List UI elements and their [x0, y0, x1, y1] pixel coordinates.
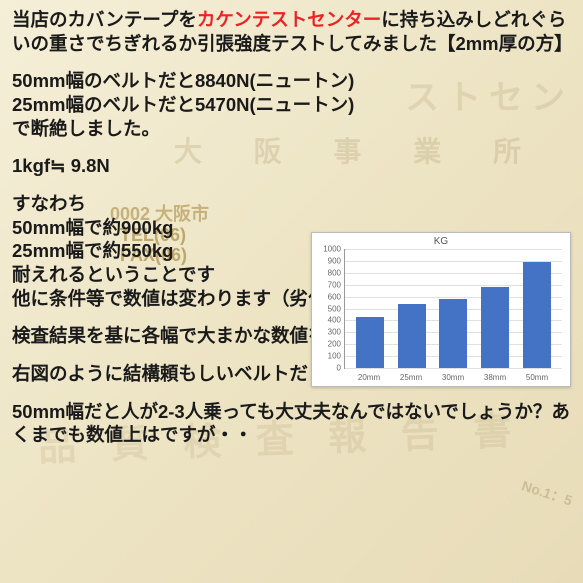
chart-bar [356, 317, 384, 368]
chart-y-tick: 600 [317, 292, 341, 301]
chart-x-label: 38mm [481, 373, 509, 382]
chart-bar [439, 299, 467, 368]
paragraph-2: 50mm幅のベルトだと8840N(ニュートン) 25mm幅のベルトだと5470N… [12, 69, 571, 140]
chart-y-tick: 900 [317, 256, 341, 265]
chart-x-label: 25mm [397, 373, 425, 382]
chart-y-tick: 100 [317, 352, 341, 361]
chart-x-label: 20mm [355, 373, 383, 382]
chart-y-tick: 300 [317, 328, 341, 337]
chart-x-labels: 20mm 25mm 30mm 38mm 50mm [344, 373, 562, 382]
chart-y-tick: 1000 [317, 245, 341, 254]
chart-y-tick: 0 [317, 364, 341, 373]
chart-title: KG [312, 233, 570, 247]
paragraph-1: 当店のカバンテープをカケンテストセンターに持ち込みしどれぐらいの重さでちぎれるか… [12, 8, 571, 55]
chart-x-label: 50mm [523, 373, 551, 382]
chart-y-tick: 200 [317, 340, 341, 349]
chart-y-tick: 700 [317, 280, 341, 289]
chart-plot-area: 01002003004005006007008009001000 [344, 249, 562, 369]
chart-gridline [345, 368, 562, 369]
watermark-text: No.1：5 [519, 475, 575, 510]
chart-y-tick: 800 [317, 268, 341, 277]
highlighted-text: カケンテストセンター [197, 9, 381, 30]
chart-y-tick: 400 [317, 316, 341, 325]
bar-chart: KG 01002003004005006007008009001000 20mm… [311, 232, 571, 387]
chart-x-label: 30mm [439, 373, 467, 382]
chart-bar [398, 304, 426, 368]
chart-bar [523, 262, 551, 368]
chart-bars [345, 249, 562, 368]
chart-y-tick: 500 [317, 304, 341, 313]
paragraph-3: 1kgf≒ 9.8N [12, 154, 571, 178]
chart-bar [481, 287, 509, 368]
text: 当店のカバンテープを [12, 9, 197, 30]
paragraph-7: 50mm幅だと人が2-3人乗っても大丈夫なんではないでしょうか？あくまでも数値上… [12, 400, 571, 447]
